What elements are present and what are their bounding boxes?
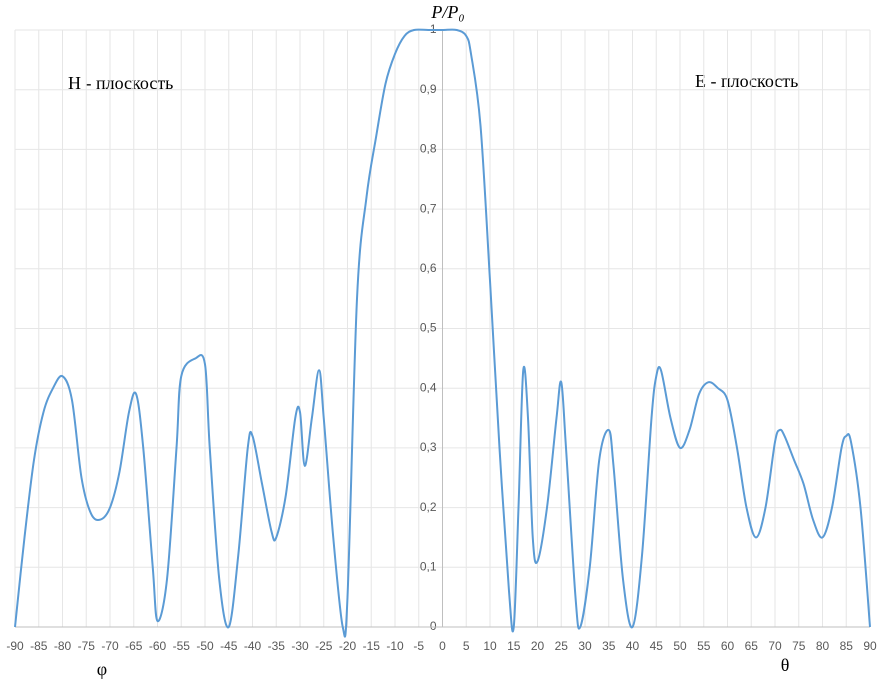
- x-tick-label: 75: [792, 639, 806, 653]
- y-tick-label: 0,6: [420, 261, 437, 275]
- y-tick-label: 0,5: [420, 321, 437, 335]
- x-tick-label: 40: [626, 639, 640, 653]
- x-tick-label: -85: [30, 639, 48, 653]
- x-tick-label: 60: [721, 639, 735, 653]
- data-line: [14, 28, 871, 638]
- x-tick-label: 70: [768, 639, 782, 653]
- y-tick-label: 0: [430, 619, 437, 633]
- x-tick-label: 65: [745, 639, 759, 653]
- x-tick-label: 30: [578, 639, 592, 653]
- x-tick-label: 25: [555, 639, 569, 653]
- x-tick-label: -50: [196, 639, 214, 653]
- x-tick-label: -5: [413, 639, 424, 653]
- x-tick-label: 10: [483, 639, 497, 653]
- x-tick-label: -65: [125, 639, 143, 653]
- x-tick-label: 0: [439, 639, 446, 653]
- x-tick-label: 80: [816, 639, 830, 653]
- x-tick-label: 45: [650, 639, 664, 653]
- x-tick-label: -60: [149, 639, 167, 653]
- y-tick-label: 0,3: [420, 440, 437, 454]
- x-axis-label: θ: [781, 655, 790, 675]
- x-tick-label: -55: [173, 639, 191, 653]
- annotation: H - плоскость: [68, 73, 173, 93]
- y-tick-label: 0,1: [420, 559, 437, 573]
- y-tick-label: 0,8: [420, 142, 437, 156]
- x-tick-label: 90: [863, 639, 877, 653]
- y-tick-label: 0,7: [420, 201, 437, 215]
- y-tick-label: 0,9: [420, 82, 437, 96]
- x-tick-label: -80: [54, 639, 72, 653]
- x-tick-label: 50: [673, 639, 687, 653]
- x-tick-label: 55: [697, 639, 711, 653]
- x-tick-label: 15: [507, 639, 521, 653]
- x-axis-label: φ: [97, 659, 107, 679]
- x-tick-label: 35: [602, 639, 616, 653]
- x-tick-label: -30: [291, 639, 309, 653]
- x-tick-label: -10: [386, 639, 404, 653]
- x-tick-label: 5: [463, 639, 470, 653]
- x-tick-label: 20: [531, 639, 545, 653]
- y-axis-label: P/P₀: [430, 2, 464, 22]
- x-tick-label: 85: [840, 639, 854, 653]
- x-tick-label: -25: [315, 639, 333, 653]
- y-tick-label: 0,2: [420, 500, 437, 514]
- x-tick-label: -75: [78, 639, 96, 653]
- y-tick-label: 0,4: [420, 380, 437, 394]
- x-tick-label: -35: [268, 639, 286, 653]
- x-tick-label: -40: [244, 639, 262, 653]
- x-tick-label: -90: [6, 639, 24, 653]
- annotation: E - плоскость: [695, 71, 798, 91]
- x-tick-label: -45: [220, 639, 238, 653]
- x-tick-label: -20: [339, 639, 357, 653]
- x-tick-label: -15: [363, 639, 381, 653]
- x-tick-label: -70: [101, 639, 119, 653]
